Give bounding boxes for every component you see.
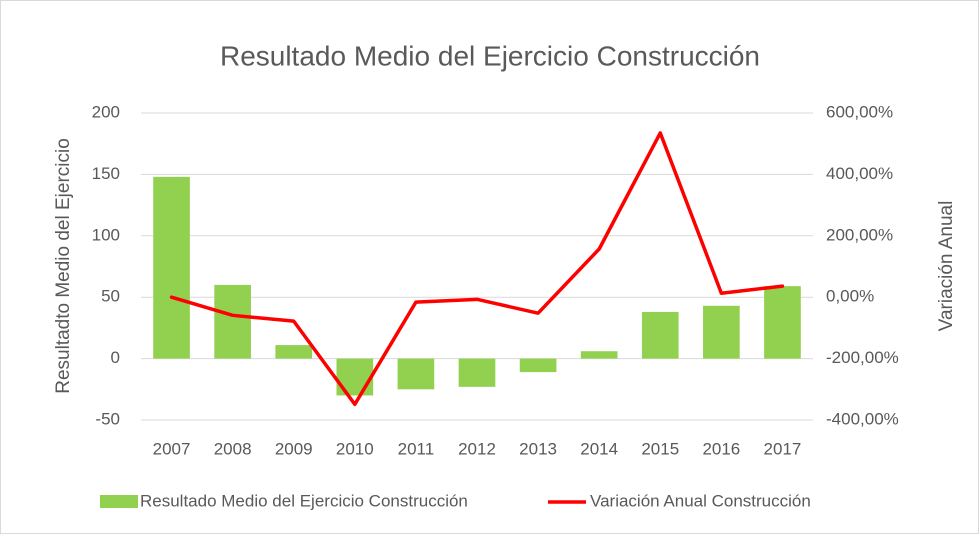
legend-swatch — [100, 495, 138, 508]
bar — [703, 305, 740, 359]
x-tick-label: 2010 — [336, 439, 374, 458]
y-tick-label: -50 — [95, 409, 120, 428]
chart-title: Resultado Medio del Ejercicio Construcci… — [220, 40, 760, 71]
bar — [458, 358, 496, 387]
y-tick-label: 200 — [92, 102, 120, 121]
y-tick-label: 0 — [111, 348, 120, 367]
x-tick-label: 2014 — [580, 439, 618, 458]
y2-tick-label: 200,00% — [826, 225, 893, 244]
bar — [214, 284, 251, 359]
bar — [336, 358, 374, 396]
bar — [764, 286, 801, 359]
x-tick-label: 2008 — [214, 439, 252, 458]
x-tick-label: 2016 — [702, 439, 740, 458]
x-tick-label: 2012 — [458, 439, 496, 458]
y-axis-title: Resultadto Medio del Ejercicio — [53, 138, 74, 394]
bar — [519, 358, 557, 373]
line-series — [169, 131, 785, 407]
bar — [641, 311, 679, 359]
y-tick-label: 50 — [101, 287, 120, 306]
x-tick-label: 2011 — [398, 439, 435, 458]
bar — [397, 358, 435, 390]
bar — [580, 351, 618, 359]
y2-tick-label: 0,00% — [826, 287, 874, 306]
y-tick-label: 100 — [92, 225, 120, 244]
bar — [275, 345, 313, 359]
x-tick-label: 2013 — [519, 439, 557, 458]
legend-label: Variación Anual Construcción — [590, 491, 811, 510]
legend-label: Resultado Medio del Ejercicio Construcci… — [140, 491, 468, 510]
x-tick-label: 2015 — [641, 439, 679, 458]
y2-axis-title: Variación Anual — [936, 201, 957, 332]
x-tick-label: 2017 — [764, 439, 802, 458]
bar — [153, 176, 190, 359]
x-tick-label: 2009 — [275, 439, 313, 458]
y2-tick-label: 400,00% — [826, 164, 893, 183]
y-tick-label: 150 — [92, 164, 120, 183]
y2-tick-label: 600,00% — [826, 102, 893, 121]
x-tick-label: 2007 — [153, 439, 191, 458]
y2-tick-label: -200,00% — [826, 348, 899, 367]
y2-tick-label: -400,00% — [826, 409, 899, 428]
